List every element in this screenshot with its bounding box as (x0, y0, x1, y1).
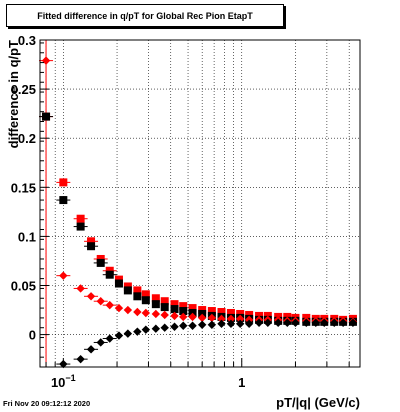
data-point-diamond (41, 56, 51, 65)
data-point-diamond (263, 318, 273, 328)
chart-title: Fitted difference in q/pT for Global Rec… (6, 4, 284, 27)
data-point-square (160, 297, 169, 306)
y-tick-label: 0 (29, 328, 36, 343)
data-point-square (76, 214, 85, 223)
data-point-diamond (160, 323, 169, 332)
data-point-diamond (114, 303, 124, 313)
data-point-diamond (188, 312, 197, 322)
data-point-diamond (151, 324, 161, 333)
data-point-square (179, 302, 188, 311)
data-point-square (105, 270, 114, 279)
data-point-diamond (133, 327, 142, 336)
data-point-diamond (207, 313, 217, 323)
data-point-diamond (254, 318, 264, 328)
x-tick-label: 10−1 (51, 373, 76, 390)
x-tick-label: 1 (238, 375, 245, 390)
data-point-diamond (217, 319, 226, 328)
data-point-square (133, 286, 142, 295)
data-point-diamond (170, 311, 179, 321)
data-point-diamond (86, 345, 96, 354)
data-point-square (114, 279, 123, 288)
data-point-diamond (114, 331, 124, 340)
data-point-square (179, 307, 188, 316)
data-point-square (87, 237, 96, 246)
data-point-square (160, 303, 169, 312)
data-point-diamond (291, 318, 300, 328)
y-tick-label: 0.2 (18, 131, 36, 146)
data-point-square (133, 292, 142, 301)
data-point-diamond (330, 318, 339, 328)
data-point-diamond (244, 319, 254, 328)
y-tick-label: 0.15 (11, 180, 36, 195)
data-point-diamond (235, 319, 245, 328)
x-axis-label: pT/|q| (GeV/c) (276, 395, 360, 410)
data-point-diamond (96, 297, 105, 306)
data-point-diamond (235, 314, 245, 324)
data-point-diamond (141, 325, 151, 334)
plot-frame (39, 39, 361, 368)
data-point-diamond (105, 300, 114, 310)
data-point-diamond (160, 310, 169, 320)
data-point-square (151, 300, 160, 309)
data-point-square (151, 294, 160, 303)
data-point-square (141, 290, 150, 299)
data-point-diamond (226, 314, 236, 324)
data-point-square (76, 222, 85, 231)
data-point-diamond (133, 307, 142, 317)
timestamp: Fri Nov 20 09:12:12 2020 (3, 399, 91, 408)
data-point-diamond (141, 308, 151, 318)
data-point-diamond (283, 318, 292, 328)
data-point-diamond (197, 313, 207, 323)
data-point-diamond (217, 314, 226, 324)
data-point-diamond (311, 318, 320, 328)
data-point-diamond (179, 321, 188, 330)
data-point-diamond (76, 284, 85, 293)
data-point-square (42, 112, 51, 121)
y-tick-label: 0.25 (11, 82, 36, 97)
data-point-diamond (207, 320, 217, 329)
data-point-diamond (302, 318, 311, 328)
data-point-diamond (170, 322, 179, 331)
data-point-diamond (59, 271, 68, 280)
data-point-square (59, 196, 68, 205)
data-point-square (87, 242, 96, 251)
y-axis-label: difference in q/pT (6, 40, 21, 148)
data-point-square (123, 286, 132, 295)
data-point-diamond (123, 305, 133, 315)
data-point-diamond (76, 354, 85, 364)
y-tick-label: 0.05 (11, 278, 36, 293)
data-point-square (217, 308, 226, 317)
data-point-square (141, 296, 150, 305)
data-point-square (59, 178, 68, 187)
data-point-diamond (197, 320, 207, 329)
data-point-diamond (226, 319, 236, 328)
axes-layer: 0 0.05 0.1 0.15 0.2 0.25 0.3 10−1 1 (11, 33, 350, 390)
data-point-square (170, 305, 179, 314)
y-tick-label: 0.3 (18, 33, 36, 48)
data-point-square (188, 304, 197, 313)
data-point-diamond (151, 309, 161, 319)
data-point-diamond (273, 318, 283, 328)
data-point-square (207, 307, 216, 316)
data-point-square (96, 258, 105, 267)
data-point-diamond (188, 321, 197, 330)
data-point-diamond (123, 329, 133, 338)
data-point-diamond (320, 318, 329, 328)
data-point-diamond (179, 312, 188, 322)
y-tick-label: 0.1 (18, 229, 36, 244)
data-point-diamond (96, 338, 105, 347)
data-point-square (226, 308, 235, 317)
data-point-diamond (105, 334, 114, 343)
data-point-diamond (86, 292, 96, 301)
data-point-diamond (338, 318, 348, 328)
data-point-diamond (348, 318, 358, 328)
data-layer (39, 56, 358, 369)
data-point-square (170, 300, 179, 309)
